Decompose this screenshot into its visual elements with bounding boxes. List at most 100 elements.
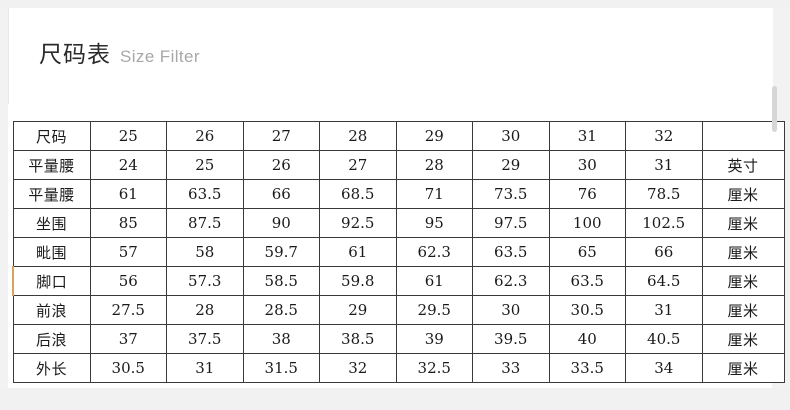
table-cell: 40 — [548, 324, 626, 354]
vertical-scrollbar-track[interactable] — [772, 0, 784, 410]
table-row: 后浪 37 37.5 38 38.5 39 39.5 40 40.5 厘米 — [12, 324, 785, 354]
table-row: 脚口 56 57.3 58.5 59.8 61 62.3 63.5 64.5 厘米 — [12, 266, 785, 296]
row-label: 前浪 — [12, 295, 91, 325]
table-cell: 68.5 — [319, 179, 397, 209]
table-row: 前浪 27.5 28 28.5 29 29.5 30 30.5 31 厘米 — [12, 295, 785, 325]
table-cell: 29 — [319, 295, 397, 325]
row-label: 脚口 — [12, 266, 91, 296]
table-row: 平量腰 24 25 26 27 28 29 30 31 英寸 — [12, 150, 785, 180]
table-cell: 100 — [548, 208, 626, 238]
table-cell: 102.5 — [625, 208, 703, 238]
vertical-scrollbar-thumb[interactable] — [772, 86, 777, 132]
page-title-en: Size Filter — [120, 47, 200, 66]
table-cell: 63.5 — [548, 266, 626, 296]
table-cell: 27 — [242, 121, 320, 151]
table-cell: 57 — [89, 237, 167, 267]
table-cell: 73.5 — [472, 179, 550, 209]
row-unit: 厘米 — [701, 208, 785, 238]
table-cell: 26 — [166, 121, 244, 151]
table-cell: 37 — [89, 324, 167, 354]
table-cell: 71 — [395, 179, 473, 209]
table-cell: 63.5 — [472, 237, 550, 267]
table-cell: 30 — [472, 295, 550, 325]
table-cell: 28.5 — [242, 295, 320, 325]
row-unit: 英寸 — [701, 150, 785, 180]
table-cell: 58.5 — [242, 266, 320, 296]
table-cell: 29.5 — [395, 295, 473, 325]
table-row: 外长 30.5 31 31.5 32 32.5 33 33.5 34 厘米 — [12, 353, 785, 383]
table-cell: 33.5 — [548, 353, 626, 383]
row-unit: 厘米 — [701, 237, 785, 267]
table-cell: 27 — [319, 150, 397, 180]
table-cell: 87.5 — [166, 208, 244, 238]
table-cell: 59.8 — [319, 266, 397, 296]
table-cell: 38 — [242, 324, 320, 354]
table-cell: 40.5 — [625, 324, 703, 354]
table-cell: 29 — [472, 150, 550, 180]
table-cell: 56 — [89, 266, 167, 296]
table-cell: 66 — [625, 237, 703, 267]
table-cell: 95 — [395, 208, 473, 238]
table-cell: 63.5 — [166, 179, 244, 209]
table-cell: 26 — [242, 150, 320, 180]
table-cell: 32.5 — [395, 353, 473, 383]
top-gray-band — [0, 0, 790, 8]
table-cell: 32 — [319, 353, 397, 383]
row-label: 坐围 — [12, 208, 91, 238]
row-label: 外长 — [12, 353, 91, 383]
table-cell: 31 — [548, 121, 626, 151]
table-cell: 37.5 — [166, 324, 244, 354]
table-cell: 61 — [395, 266, 473, 296]
table-cell: 31 — [166, 353, 244, 383]
table-cell: 32 — [625, 121, 703, 151]
table-cell: 31.5 — [242, 353, 320, 383]
table-cell: 59.7 — [242, 237, 320, 267]
row-unit: 厘米 — [701, 266, 785, 296]
table-cell: 92.5 — [319, 208, 397, 238]
table-cell: 27.5 — [89, 295, 167, 325]
table-cell: 65 — [548, 237, 626, 267]
row-unit: 厘米 — [701, 295, 785, 325]
row-label: 尺码 — [12, 121, 91, 151]
table-cell: 61 — [319, 237, 397, 267]
table-cell: 78.5 — [625, 179, 703, 209]
table-cell: 34 — [625, 353, 703, 383]
table-row: 尺码 25 26 27 28 29 30 31 32 — [12, 121, 785, 151]
size-chart-body: 尺码 25 26 27 28 29 30 31 32 平量腰 24 25 26 27 28 29 30 31 英寸平… — [12, 121, 785, 383]
row-label: 后浪 — [12, 324, 91, 354]
table-cell: 30.5 — [89, 353, 167, 383]
table-row: 平量腰 61 63.5 66 68.5 71 73.5 76 78.5 厘米 — [12, 179, 785, 209]
title-card: 尺码表 Size Filter — [8, 8, 773, 104]
table-row: 毗围 57 58 59.7 61 62.3 63.5 65 66 厘米 — [12, 237, 785, 267]
table-row: 坐围 85 87.5 90 92.5 95 97.5 100 102.5 厘米 — [12, 208, 785, 238]
row-label: 毗围 — [12, 237, 91, 267]
table-cell: 25 — [89, 121, 167, 151]
page-title-cn: 尺码表 — [39, 42, 111, 68]
table-cell: 62.3 — [395, 237, 473, 267]
table-cell: 29 — [395, 121, 473, 151]
table-cell: 62.3 — [472, 266, 550, 296]
table-cell: 31 — [625, 150, 703, 180]
row-unit: 厘米 — [701, 179, 785, 209]
row-label: 平量腰 — [12, 150, 91, 180]
size-chart-table: 尺码 25 26 27 28 29 30 31 32 平量腰 24 25 26 27 28 29 30 31 英寸平… — [12, 121, 785, 383]
table-cell: 58 — [166, 237, 244, 267]
table-cell: 38.5 — [319, 324, 397, 354]
table-cell: 28 — [395, 150, 473, 180]
table-cell: 30.5 — [548, 295, 626, 325]
table-cell: 64.5 — [625, 266, 703, 296]
table-cell: 39.5 — [472, 324, 550, 354]
table-cell: 39 — [395, 324, 473, 354]
page-title: 尺码表 Size Filter — [39, 44, 200, 67]
table-cell: 85 — [89, 208, 167, 238]
table-cell: 25 — [166, 150, 244, 180]
table-cell: 97.5 — [472, 208, 550, 238]
size-table-container: 尺码 25 26 27 28 29 30 31 32 平量腰 24 25 26 27 28 29 30 31 英寸平… — [12, 121, 785, 383]
row-unit: 厘米 — [701, 353, 785, 383]
table-cell: 66 — [242, 179, 320, 209]
table-cell: 57.3 — [166, 266, 244, 296]
table-cell: 24 — [89, 150, 167, 180]
row-label: 平量腰 — [12, 179, 91, 209]
table-cell: 61 — [89, 179, 167, 209]
